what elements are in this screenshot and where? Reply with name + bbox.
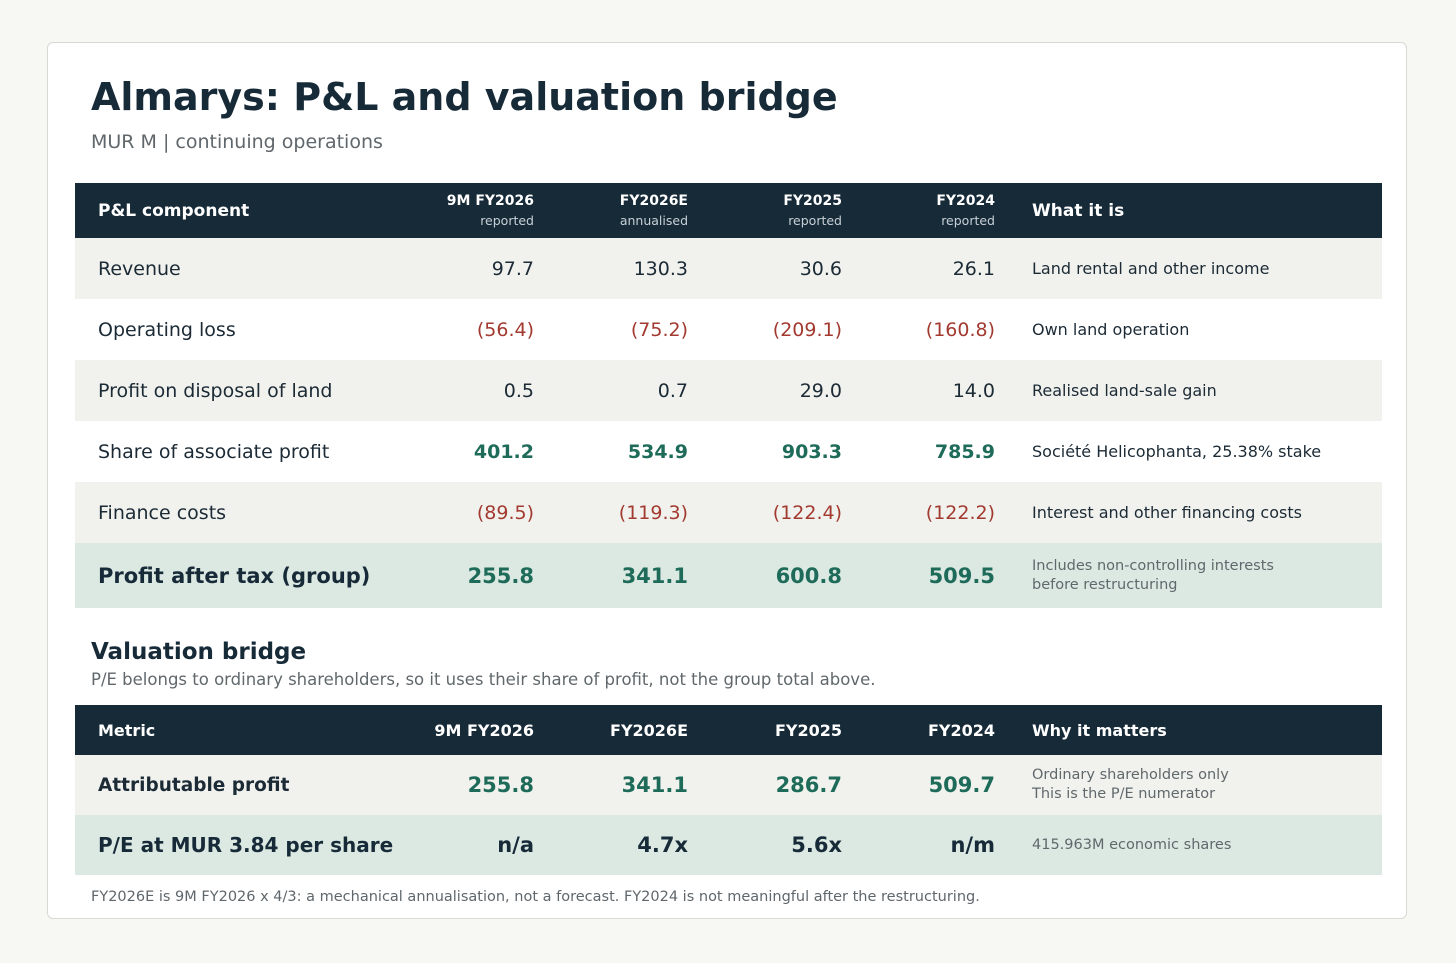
row-label: Profit after tax (group) xyxy=(98,563,371,588)
pl-header-period-label: FY2024 xyxy=(936,192,995,209)
valuation-header-period: FY2026E xyxy=(610,720,688,740)
pl-header-period: FY2024 reported xyxy=(842,183,995,238)
row-value: 255.8 xyxy=(467,563,534,588)
valuation-header-period: FY2024 xyxy=(927,720,995,740)
valuation-header-metric: Metric xyxy=(98,720,156,740)
row-value: 14.0 xyxy=(952,379,995,402)
valuation-title: Valuation bridge xyxy=(91,639,307,665)
row-value: 341.1 xyxy=(621,773,688,797)
row-description: 415.963M economic shares xyxy=(1032,836,1232,853)
valuation-row-attributable-profit: Attributable profit 255.8 341.1 286.7 50… xyxy=(75,755,1382,815)
row-value: (89.5) xyxy=(476,501,534,524)
pl-header-period-label: FY2026E xyxy=(619,192,688,209)
row-value: (56.4) xyxy=(476,318,534,341)
report-card: Almarys: P&L and valuation bridge MUR M … xyxy=(47,42,1407,919)
pl-header-description: What it is xyxy=(1032,200,1125,221)
row-value: 341.1 xyxy=(621,563,688,588)
row-value: 509.5 xyxy=(928,563,995,588)
page-title: Almarys: P&L and valuation bridge xyxy=(91,75,838,119)
row-value: 903.3 xyxy=(781,440,842,463)
row-value: (75.2) xyxy=(630,318,688,341)
pl-header-period-label: 9M FY2026 xyxy=(446,192,534,209)
row-description: Own land operation xyxy=(1032,320,1190,339)
row-description: Realised land-sale gain xyxy=(1032,381,1217,400)
valuation-header-period: FY2025 xyxy=(774,720,842,740)
pl-row-finance-costs: Finance costs (89.5) (119.3) (122.4) (12… xyxy=(75,482,1382,543)
row-value: 29.0 xyxy=(799,379,842,402)
row-value: 600.8 xyxy=(775,563,842,588)
row-description: Interest and other financing costs xyxy=(1032,503,1302,522)
row-value: (209.1) xyxy=(772,318,842,341)
row-value: (122.2) xyxy=(925,501,995,524)
pl-row-profit-after-tax: Profit after tax (group) 255.8 341.1 600… xyxy=(75,543,1382,608)
row-description: Société Helicophanta, 25.38% stake xyxy=(1032,442,1322,461)
row-label: Profit on disposal of land xyxy=(98,379,333,402)
valuation-note: P/E belongs to ordinary shareholders, so… xyxy=(91,670,876,689)
pl-header-period-label: FY2025 xyxy=(783,192,842,209)
row-value: 30.6 xyxy=(799,257,842,280)
pl-header-row: P&L component 9M FY2026 reported FY2026E a… xyxy=(75,183,1382,238)
pl-table: P&L component 9M FY2026 reported FY2026E a… xyxy=(75,183,1382,608)
pl-row-revenue: Revenue 97.7 130.3 30.6 26.1 Land rental… xyxy=(75,238,1382,299)
valuation-row-pe: P/E at MUR 3.84 per share n/a 4.7x 5.6x … xyxy=(75,815,1382,875)
row-value: (160.8) xyxy=(925,318,995,341)
pl-header-period-sub: reported xyxy=(788,212,842,228)
row-label: Finance costs xyxy=(98,501,227,524)
row-value: 26.1 xyxy=(952,257,995,280)
row-value: 255.8 xyxy=(467,773,534,797)
row-value: (119.3) xyxy=(618,501,688,524)
page-subtitle: MUR M | continuing operations xyxy=(91,131,383,153)
row-value: 5.6x xyxy=(791,833,842,857)
pl-header-period: FY2026E annualised xyxy=(534,183,688,238)
valuation-header-row: Metric 9M FY2026 FY2026E FY2025 FY2024 W… xyxy=(75,705,1382,755)
pl-row-land-disposal: Profit on disposal of land 0.5 0.7 29.0 … xyxy=(75,360,1382,421)
row-description: Land rental and other income xyxy=(1032,259,1270,278)
row-value: 534.9 xyxy=(627,440,688,463)
pl-header-period-sub: reported xyxy=(480,212,534,228)
pl-header-period: FY2025 reported xyxy=(688,183,842,238)
valuation-header-period: 9M FY2026 xyxy=(434,720,534,740)
row-value: 401.2 xyxy=(473,440,534,463)
row-value: 0.5 xyxy=(503,379,534,402)
pl-row-operating-loss: Operating loss (56.4) (75.2) (209.1) (16… xyxy=(75,299,1382,360)
row-value: 509.7 xyxy=(928,773,995,797)
row-value: (122.4) xyxy=(772,501,842,524)
row-value: 130.3 xyxy=(633,257,688,280)
row-description: Ordinary shareholders only This is the P/… xyxy=(995,755,1382,815)
valuation-header-description: Why it matters xyxy=(1032,720,1167,740)
row-value: 0.7 xyxy=(657,379,688,402)
pl-header-period-sub: annualised xyxy=(619,212,688,228)
row-value: 97.7 xyxy=(491,257,534,280)
row-label: Revenue xyxy=(98,257,181,280)
row-description-line: This is the P/E numerator xyxy=(1032,786,1216,802)
row-value: 4.7x xyxy=(637,833,688,857)
row-description-line: Ordinary shareholders only xyxy=(1032,767,1229,783)
row-value: n/a xyxy=(497,833,534,857)
pl-header-period: 9M FY2026 reported xyxy=(414,183,534,238)
pl-row-associate-profit: Share of associate profit 401.2 534.9 90… xyxy=(75,421,1382,482)
row-value: n/m xyxy=(950,833,995,857)
pl-header-component: P&L component xyxy=(98,200,250,221)
row-label: Attributable profit xyxy=(98,774,290,796)
row-value: 286.7 xyxy=(775,773,842,797)
valuation-table: Metric 9M FY2026 FY2026E FY2025 FY2024 W… xyxy=(75,705,1382,875)
row-description-line: before restructuring xyxy=(1032,576,1178,593)
row-label: P/E at MUR 3.84 per share xyxy=(98,833,394,857)
row-description-line: Includes non-controlling interests xyxy=(1032,557,1274,574)
row-description: Includes non-controlling interests before… xyxy=(995,543,1382,608)
pl-header-period-sub: reported xyxy=(941,212,995,228)
row-label: Operating loss xyxy=(98,318,236,341)
footnote: FY2026E is 9M FY2026 x 4/3: a mechanical… xyxy=(91,889,980,905)
row-value: 785.9 xyxy=(934,440,995,463)
row-label: Share of associate profit xyxy=(98,440,330,463)
